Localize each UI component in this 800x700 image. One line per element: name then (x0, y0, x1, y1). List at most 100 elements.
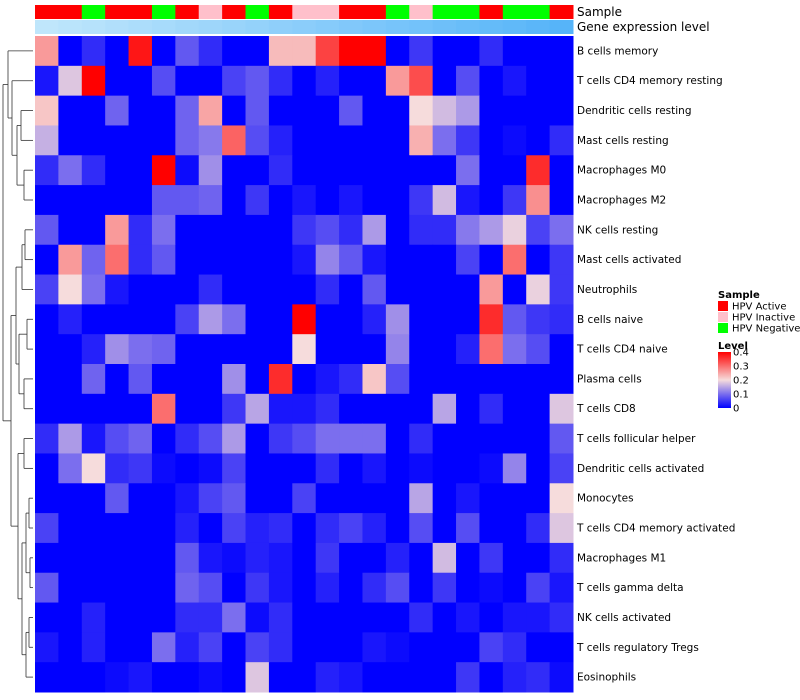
heatmap-cell (479, 513, 504, 544)
heatmap-cell (385, 36, 410, 67)
gene-expression-annotation-cell (502, 20, 527, 34)
heatmap-cell (175, 423, 200, 454)
heatmap-cell (502, 334, 527, 365)
heatmap-cell (81, 36, 106, 67)
gene-expression-annotation-cell (456, 20, 480, 34)
heatmap-cell (35, 572, 59, 604)
heatmap-cell (245, 364, 270, 395)
gene-expression-annotation-cell (339, 20, 363, 34)
heatmap-cell (222, 602, 247, 633)
heatmap-cell (292, 572, 317, 604)
heatmap-cell (549, 453, 574, 484)
heatmap-cell (456, 662, 480, 693)
heatmap-cell (222, 95, 247, 126)
heatmap-cell (526, 364, 551, 395)
row-label: T cells CD8 (576, 403, 636, 415)
heatmap-cell (362, 393, 387, 425)
heatmap-cell (58, 65, 83, 97)
heatmap-cell (362, 483, 387, 514)
heatmap-cell (268, 95, 293, 126)
heatmap-cell (81, 364, 106, 395)
heatmap-cell (175, 393, 200, 425)
heatmap-cell (479, 542, 504, 574)
heatmap-cell (432, 483, 457, 514)
heatmap-cell (339, 364, 363, 395)
heatmap-cell (385, 244, 410, 276)
heatmap-cell (362, 602, 387, 633)
heatmap-cell (385, 453, 410, 484)
heatmap-cell (198, 364, 223, 395)
legend-level-ticks: 0.4 0.3 0.2 0.1 0 (731, 348, 749, 415)
heatmap-cell (456, 393, 480, 425)
sample-annotation-cell (456, 5, 480, 19)
heatmap-cell (385, 662, 410, 693)
heatmap-cell (128, 393, 153, 425)
heatmap-cell (151, 364, 176, 395)
heatmap-cell (175, 483, 200, 514)
heatmap-cell (432, 125, 457, 156)
heatmap-cell (58, 334, 83, 365)
heatmap-cell (292, 185, 317, 216)
heatmap-cell (432, 513, 457, 544)
heatmap-cell (245, 65, 270, 97)
heatmap-cell (58, 95, 83, 126)
heatmap-cell (245, 274, 270, 305)
heatmap-cell (292, 602, 317, 633)
heatmap-cell (479, 662, 504, 693)
heatmap-cell (339, 542, 363, 574)
heatmap-cell (198, 542, 223, 574)
heatmap-cell (151, 214, 176, 246)
heatmap-cell (128, 602, 153, 633)
heatmap-cell (58, 364, 83, 395)
heatmap-cell (409, 185, 434, 216)
heatmap-cell (292, 214, 317, 246)
heatmap-cell (128, 513, 153, 544)
gene-expression-annotation-cell (81, 20, 106, 34)
heatmap-cell (385, 274, 410, 305)
heatmap-cell (268, 662, 293, 693)
heatmap-cell (151, 155, 176, 186)
heatmap-cell (385, 423, 410, 454)
heatmap-cell (292, 155, 317, 186)
heatmap-cell (268, 572, 293, 604)
heatmap-cell (362, 214, 387, 246)
heatmap-cell (35, 155, 59, 186)
row-label: B cells memory (577, 45, 658, 57)
heatmap-cell (315, 364, 340, 395)
heatmap-cell (456, 542, 480, 574)
heatmap-cell (502, 393, 527, 425)
heatmap-cell (385, 393, 410, 425)
heatmap-cell (151, 662, 176, 693)
heatmap-cell (409, 214, 434, 246)
heatmap-cell (526, 602, 551, 633)
heatmap-cell (105, 185, 130, 216)
heatmap-cell (432, 214, 457, 246)
heatmap-cell (222, 393, 247, 425)
heatmap-cell (339, 155, 363, 186)
heatmap-cell (222, 274, 247, 305)
heatmap-cell (362, 423, 387, 454)
heatmap-cell (432, 244, 457, 276)
heatmap-cell (339, 274, 363, 305)
heatmap-cell (105, 214, 130, 246)
row-label: T cells follicular helper (576, 433, 696, 445)
heatmap-cell (362, 662, 387, 693)
heatmap-cell (128, 483, 153, 514)
heatmap-cell (81, 274, 106, 305)
heatmap-cell (58, 155, 83, 186)
heatmap-cell (105, 364, 130, 395)
heatmap-cell (198, 155, 223, 186)
heatmap-cell (409, 513, 434, 544)
heatmap-cell (362, 542, 387, 574)
sample-annotation-cell (432, 5, 457, 19)
heatmap-cell (502, 274, 527, 305)
heatmap-cell (81, 662, 106, 693)
heatmap-cell (432, 155, 457, 186)
heatmap-cell (292, 393, 317, 425)
heatmap-cell (526, 662, 551, 693)
heatmap-cell (222, 334, 247, 365)
heatmap-cell (81, 602, 106, 633)
heatmap-cell (222, 36, 247, 67)
heatmap-cell (151, 393, 176, 425)
heatmap-cell (385, 334, 410, 365)
